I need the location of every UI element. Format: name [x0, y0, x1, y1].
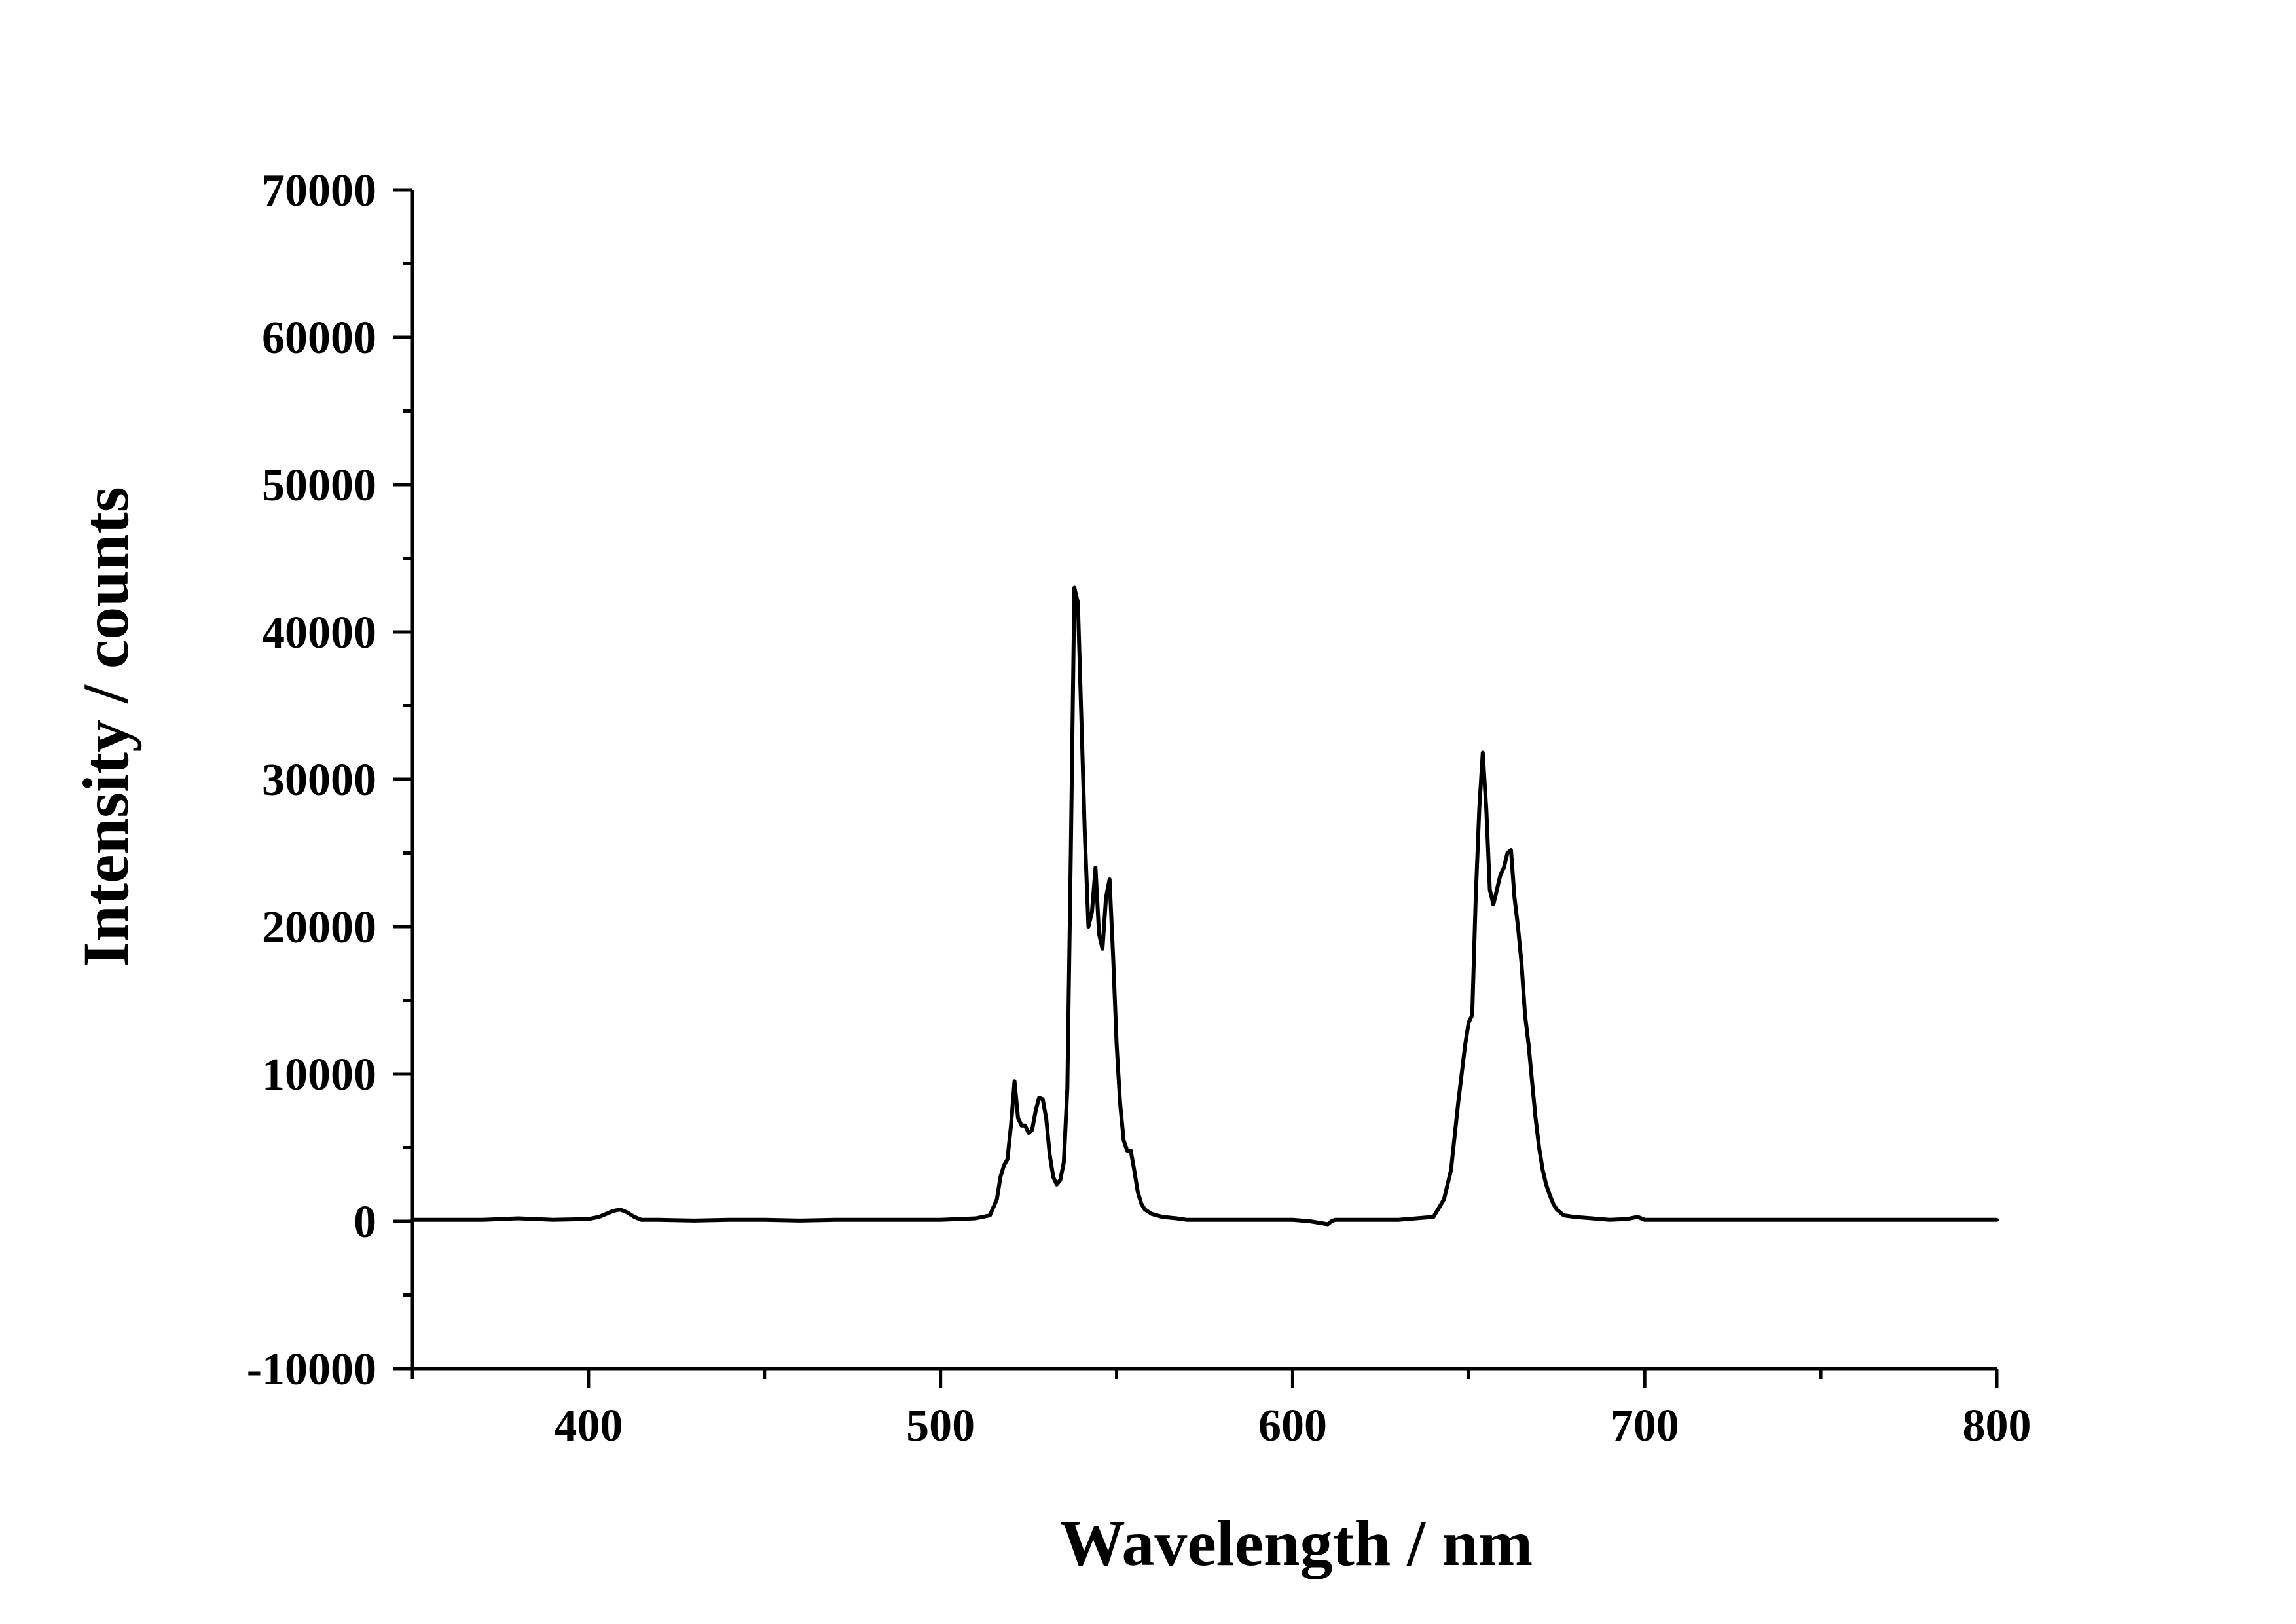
y-tick-label: 70000 [262, 166, 376, 216]
y-ticks [393, 188, 412, 1371]
x-tick-labels: 400 500 600 700 800 [554, 1401, 2031, 1451]
x-ticks [410, 1369, 1999, 1388]
x-axis-title: Wavelength / nm [1060, 1507, 1533, 1579]
x-tick-label: 400 [554, 1401, 623, 1451]
x-tick-label: 600 [1258, 1401, 1327, 1451]
y-axis-title: Intensity / counts [69, 487, 142, 967]
y-tick-label: 10000 [262, 1050, 376, 1100]
x-tick-label: 500 [906, 1401, 975, 1451]
x-tick-label: 800 [1963, 1401, 2032, 1451]
y-tick-label: 20000 [262, 902, 376, 953]
y-tick-labels: -10000 0 10000 20000 30000 40000 50000 60000 700… [247, 166, 376, 1395]
y-tick-label: 0 [354, 1197, 376, 1247]
y-tick-label: 30000 [262, 755, 376, 805]
series-line [410, 585, 1999, 1227]
y-tick-label: -10000 [247, 1344, 376, 1395]
y-tick-label: 50000 [262, 460, 376, 511]
x-tick-label: 700 [1611, 1401, 1679, 1451]
y-tick-label: 40000 [262, 608, 376, 658]
axes [410, 190, 1997, 1371]
y-tick-label: 60000 [262, 313, 376, 363]
